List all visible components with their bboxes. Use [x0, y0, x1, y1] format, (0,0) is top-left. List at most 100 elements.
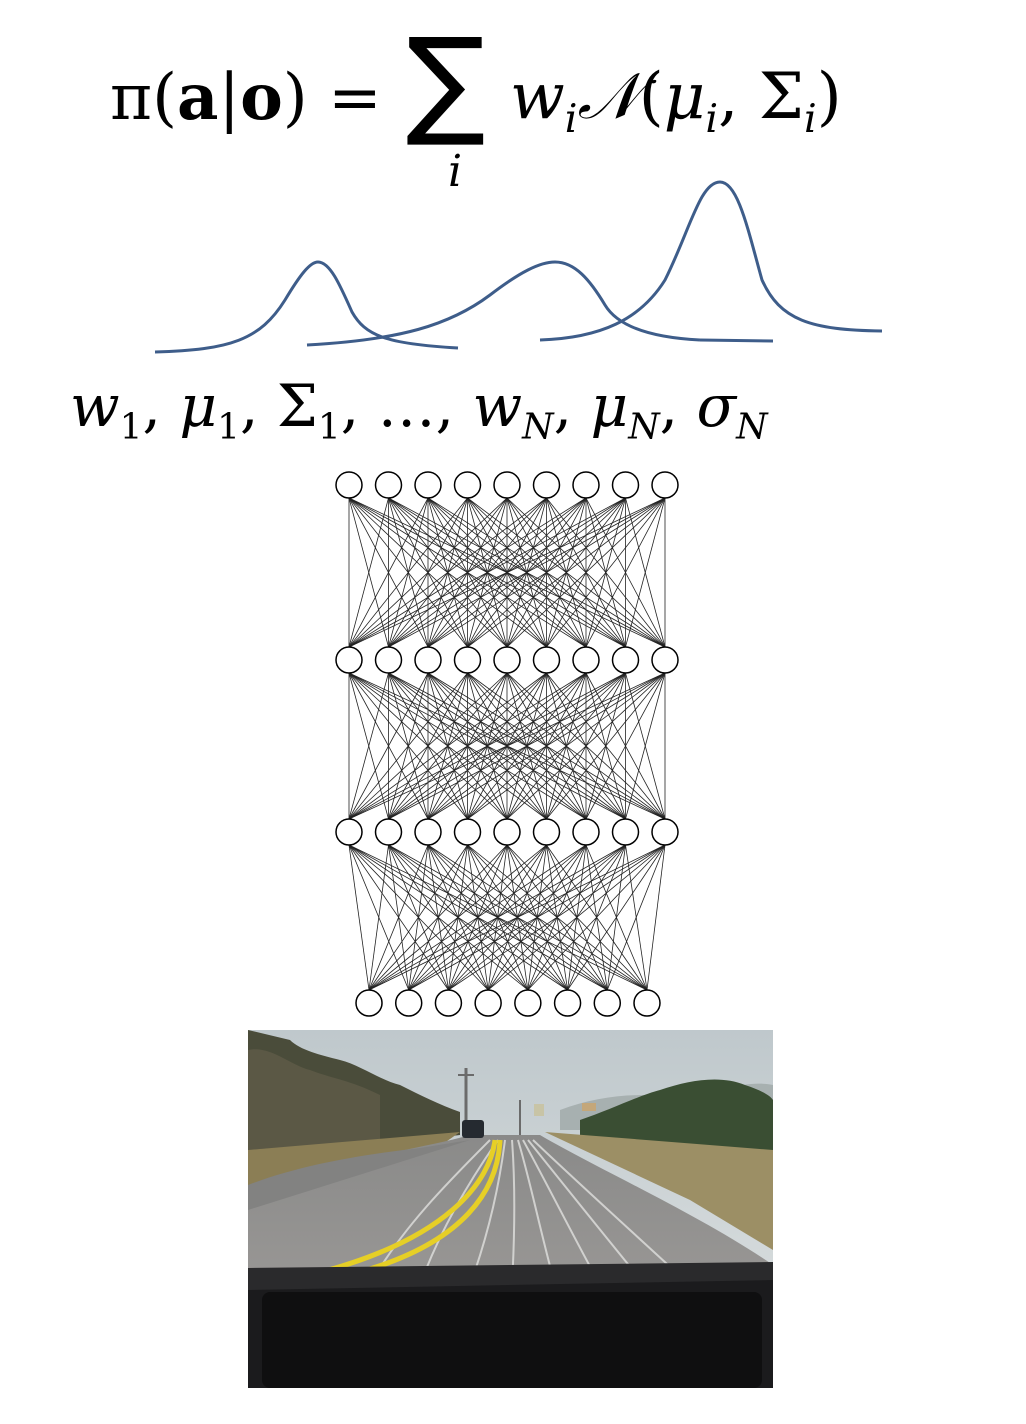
- network-edge: [348, 844, 370, 991]
- network-edge: [467, 672, 666, 820]
- network-edge: [368, 844, 666, 991]
- dashboard-screen: [262, 1292, 762, 1388]
- network-edge: [448, 844, 666, 991]
- network-edge: [348, 497, 626, 648]
- separator: ,: [553, 372, 591, 440]
- road-surface: [248, 1135, 773, 1300]
- network-edge: [388, 672, 666, 820]
- hidden-layer-2-node: [414, 646, 442, 674]
- network-edge: [506, 672, 666, 820]
- action-symbol: a: [177, 60, 219, 135]
- dashboard-edge: [248, 1262, 773, 1290]
- road-left-lane: [248, 1140, 470, 1210]
- input-layer-node: [355, 989, 383, 1017]
- network-edge: [348, 672, 547, 820]
- comma: ,: [718, 60, 759, 134]
- network-edge: [368, 844, 508, 991]
- formula-lhs: π(a|o) =: [110, 60, 382, 135]
- hidden-layer-2-node: [453, 646, 482, 674]
- mean-symbol: μ: [663, 60, 706, 134]
- hidden-layer-1-node: [374, 818, 403, 846]
- yellow-line-2: [344, 1139, 503, 1279]
- network-edge: [408, 844, 666, 991]
- output-layer-node: [414, 471, 442, 499]
- network-edge: [487, 844, 666, 991]
- hidden-layer-2-node: [572, 646, 600, 674]
- hidden-layer-1-node: [493, 818, 521, 846]
- network-edge: [348, 497, 468, 648]
- mixture-parameters: w1, μ1, Σ1, …, wN, μN, σN: [70, 372, 768, 448]
- param-sigma1-sub: 1: [317, 406, 341, 448]
- network-edge: [427, 497, 666, 648]
- normal-symbol: 𝒩: [577, 60, 639, 134]
- gaussian-curve-2: [306, 260, 701, 347]
- network-edge: [388, 497, 666, 648]
- ellipsis: …: [377, 372, 436, 440]
- param-mu1: μ: [179, 372, 218, 440]
- separator: ,: [340, 372, 378, 440]
- covariance-subscript: i: [804, 95, 817, 142]
- network-edge: [348, 672, 508, 820]
- param-mu1-sub: 1: [217, 406, 240, 448]
- network-edge: [348, 497, 547, 648]
- network-edge: [348, 497, 389, 648]
- network-edge: [546, 672, 666, 820]
- output-layer-node: [611, 471, 640, 499]
- param-sigmaN-sub: N: [736, 406, 768, 448]
- input-layer-node: [474, 989, 502, 1017]
- right-grass: [545, 1132, 773, 1250]
- input-layer-node: [434, 989, 463, 1017]
- param-wN-sub: N: [522, 406, 554, 448]
- network-edge: [427, 672, 666, 820]
- network-edge: [348, 672, 626, 820]
- mean-subscript: i: [705, 95, 719, 142]
- observation-symbol: o: [240, 60, 283, 135]
- hidden-layer-2-node: [532, 646, 561, 674]
- formula-rhs: wi𝒩(μi, Σi): [510, 60, 842, 142]
- param-sigma1: Σ: [276, 372, 318, 440]
- hidden-layer-2-node: [374, 646, 403, 674]
- network-edge: [646, 844, 666, 991]
- gaussian-curve-2-tail: [699, 338, 774, 343]
- hidden-layer-1-node: [532, 818, 561, 846]
- network-edge: [567, 844, 666, 991]
- hidden-layer-2-node: [651, 646, 679, 674]
- road-sign: [534, 1104, 544, 1116]
- param-wN: w: [472, 372, 523, 440]
- network-edge: [368, 844, 587, 991]
- network-edge: [368, 844, 626, 991]
- network-edge: [348, 672, 587, 820]
- network-edge: [348, 497, 508, 648]
- gaussian-curve-3: [539, 180, 883, 342]
- hidden-layer-1-node: [572, 818, 600, 846]
- separator: ,: [239, 372, 277, 440]
- network-edge: [368, 844, 547, 991]
- input-layer-node: [553, 989, 582, 1017]
- network-edge: [585, 497, 666, 648]
- gaussian-curve-1: [154, 260, 459, 354]
- network-edge: [348, 497, 666, 648]
- mixture-policy-formula: π(a|o) = ∑ i wi𝒩(μi, Σi): [110, 22, 930, 198]
- paren-open: (: [152, 61, 178, 135]
- separator: ,: [435, 372, 473, 440]
- given-bar: |: [218, 61, 241, 135]
- network-edge: [546, 497, 666, 648]
- hidden-layer-2-node: [493, 646, 521, 674]
- network-edge: [606, 844, 666, 991]
- driving-camera-view: [248, 1030, 773, 1388]
- param-muN: μ: [590, 372, 629, 440]
- network-edge: [467, 497, 666, 648]
- input-layer-node: [593, 989, 622, 1017]
- network-edges: [348, 497, 666, 991]
- network-edge: [348, 672, 389, 820]
- param-muN-sub: N: [628, 406, 660, 448]
- input-layer-node: [394, 989, 423, 1017]
- output-layer-node: [493, 471, 521, 499]
- network-edge: [348, 497, 587, 648]
- output-layer-node: [374, 471, 403, 499]
- output-layer-node: [453, 471, 482, 499]
- param-sigmaN: σ: [696, 372, 737, 440]
- separator: ,: [659, 372, 697, 440]
